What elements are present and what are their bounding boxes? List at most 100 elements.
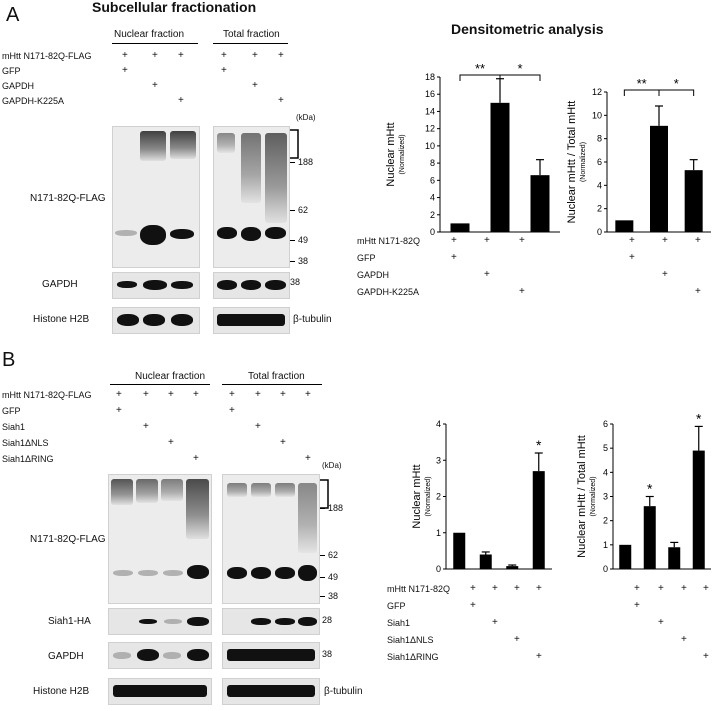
chart-treatment-mark: + xyxy=(695,235,701,246)
y-axis-label: Nuclear mHtt / Total mHtt xyxy=(576,435,588,558)
chart-treatment-mark: + xyxy=(451,252,457,263)
chart-nuclear-mhtt-b: 0 1 2 3 4 Nuclear mHtt (Normalized) * xyxy=(411,419,552,574)
y-tick-label: 16 xyxy=(425,89,435,99)
y-axis-sublabel: (Normalized) xyxy=(580,142,587,182)
bar xyxy=(532,471,545,569)
bar xyxy=(692,450,705,569)
chart-nuclear-mhtt-a: 0 2 4 6 8 10 12 14 16 18 Nuclear mHtt (Normalized) *… xyxy=(385,61,560,237)
y-tick-label: 1 xyxy=(603,540,608,550)
bar xyxy=(643,506,656,569)
treatment-label: GFP xyxy=(2,66,21,76)
bar xyxy=(506,566,519,569)
treatment-label: Siah1 xyxy=(2,422,26,432)
mw-tick xyxy=(290,162,295,163)
mw-tick xyxy=(290,240,295,241)
chart-treatment-mark: + xyxy=(470,583,476,594)
chart-treatment-mark: + xyxy=(536,583,542,594)
significance-label: ** xyxy=(637,76,647,91)
treatment-label: Siah1ΔRING xyxy=(2,454,54,464)
mw-marker: 38 xyxy=(298,256,309,266)
treatment-label: mHtt N171-82Q-FLAG xyxy=(2,51,92,61)
y-tick-label: 4 xyxy=(603,467,608,477)
significance-bracket xyxy=(499,74,541,81)
treatment-mark: + xyxy=(278,50,284,61)
blot-b-nuclear-main xyxy=(108,474,212,604)
y-tick-label: 0 xyxy=(436,564,441,574)
y-tick-label: 10 xyxy=(425,141,435,151)
total-fraction-line xyxy=(213,43,288,44)
treatment-label: Siah1ΔNLS xyxy=(2,438,49,448)
total-fraction-header: Total fraction xyxy=(223,29,280,40)
y-tick-label: 2 xyxy=(430,210,435,220)
b-nuclear-fraction-line xyxy=(110,384,210,385)
treatment-mark: + xyxy=(221,50,227,61)
significance-label: ** xyxy=(475,61,485,76)
mw-marker: 62 xyxy=(328,550,339,560)
treatment-mark: + xyxy=(221,65,227,76)
chart-treatment-mark: + xyxy=(681,634,687,645)
treatment-mark: + xyxy=(143,389,149,400)
treatment-mark: + xyxy=(122,50,128,61)
a-gapdh-marker: 38 xyxy=(290,277,301,287)
chart-treatment-label: GFP xyxy=(387,601,406,611)
chart-treatment-label: Siah1 xyxy=(387,618,411,628)
a-histone-label: Histone H2B xyxy=(33,314,90,325)
densitometric-title: Densitometric analysis xyxy=(451,21,604,37)
y-tick-label: 1 xyxy=(436,528,441,538)
blot-a-total-gapdh xyxy=(213,272,290,299)
treatment-mark: + xyxy=(278,95,284,106)
chart-treatment-mark: + xyxy=(681,583,687,594)
nuclear-fraction-header: Nuclear fraction xyxy=(114,29,185,40)
y-tick-label: 2 xyxy=(603,516,608,526)
y-tick-label: 4 xyxy=(597,180,602,190)
y-tick-label: 8 xyxy=(597,134,602,144)
treatment-mark: + xyxy=(116,389,122,400)
a-gapdh-label: GAPDH xyxy=(42,279,78,290)
chart-treatment-mark: + xyxy=(492,583,498,594)
bar xyxy=(479,554,492,569)
y-tick-label: 0 xyxy=(597,227,602,237)
panel-a-letter: A xyxy=(6,4,20,26)
mw-marker: 38 xyxy=(328,591,339,601)
treatment-mark: + xyxy=(193,389,199,400)
treatment-mark: + xyxy=(305,453,311,464)
bar xyxy=(684,170,703,232)
b-tubulin-label: β-tubulin xyxy=(324,686,363,697)
chart-treatment-mark: + xyxy=(514,583,520,594)
blot-b-nuclear-gapdh xyxy=(108,642,212,669)
treatment-mark: + xyxy=(255,389,261,400)
chart-treatment-label: Siah1ΔNLS xyxy=(387,635,434,645)
treatment-mark: + xyxy=(229,405,235,416)
blot-b-total-siah xyxy=(222,608,320,635)
mw-marker: 188 xyxy=(298,157,314,167)
chart-treatment-label: GAPDH xyxy=(357,270,390,280)
treatment-label: GFP xyxy=(2,406,21,416)
chart-treatment-mark: + xyxy=(519,235,525,246)
y-tick-label: 12 xyxy=(592,87,602,97)
b-nuclear-fraction-header: Nuclear fraction xyxy=(135,371,206,382)
significance-label: * xyxy=(517,61,522,76)
bar xyxy=(650,125,668,232)
bar xyxy=(450,223,470,232)
blot-b-total-gapdh xyxy=(222,642,320,669)
b-gapdh-marker: 38 xyxy=(322,649,333,659)
y-axis-label: Nuclear mHtt / Total mHtt xyxy=(566,101,578,224)
treatment-mark: + xyxy=(252,50,258,61)
nuclear-fraction-line xyxy=(112,43,198,44)
y-tick-label: 4 xyxy=(430,193,435,203)
chart-nuclear-total-ratio-a: 0 2 4 6 8 10 12 Nuclear mHtt / Total mHtt (Norma… xyxy=(566,76,711,237)
mw-tick xyxy=(290,261,295,262)
treatment-mark: + xyxy=(280,437,286,448)
chart-treatment-label: mHtt N171-82Q xyxy=(357,236,421,246)
bar xyxy=(490,102,510,232)
a-main-blot-label: N171-82Q-FLAG xyxy=(30,193,106,204)
treatment-label: GAPDH-K225A xyxy=(2,96,65,106)
y-axis-sublabel: (Normalized) xyxy=(399,134,406,174)
chart-treatment-mark: + xyxy=(658,583,664,594)
y-tick-label: 5 xyxy=(603,443,608,453)
y-tick-label: 2 xyxy=(436,492,441,502)
mw-tick xyxy=(320,596,325,597)
significance-star: * xyxy=(696,410,702,426)
chart-treatment-mark: + xyxy=(629,252,635,263)
blot-a-tubulin xyxy=(213,307,290,334)
